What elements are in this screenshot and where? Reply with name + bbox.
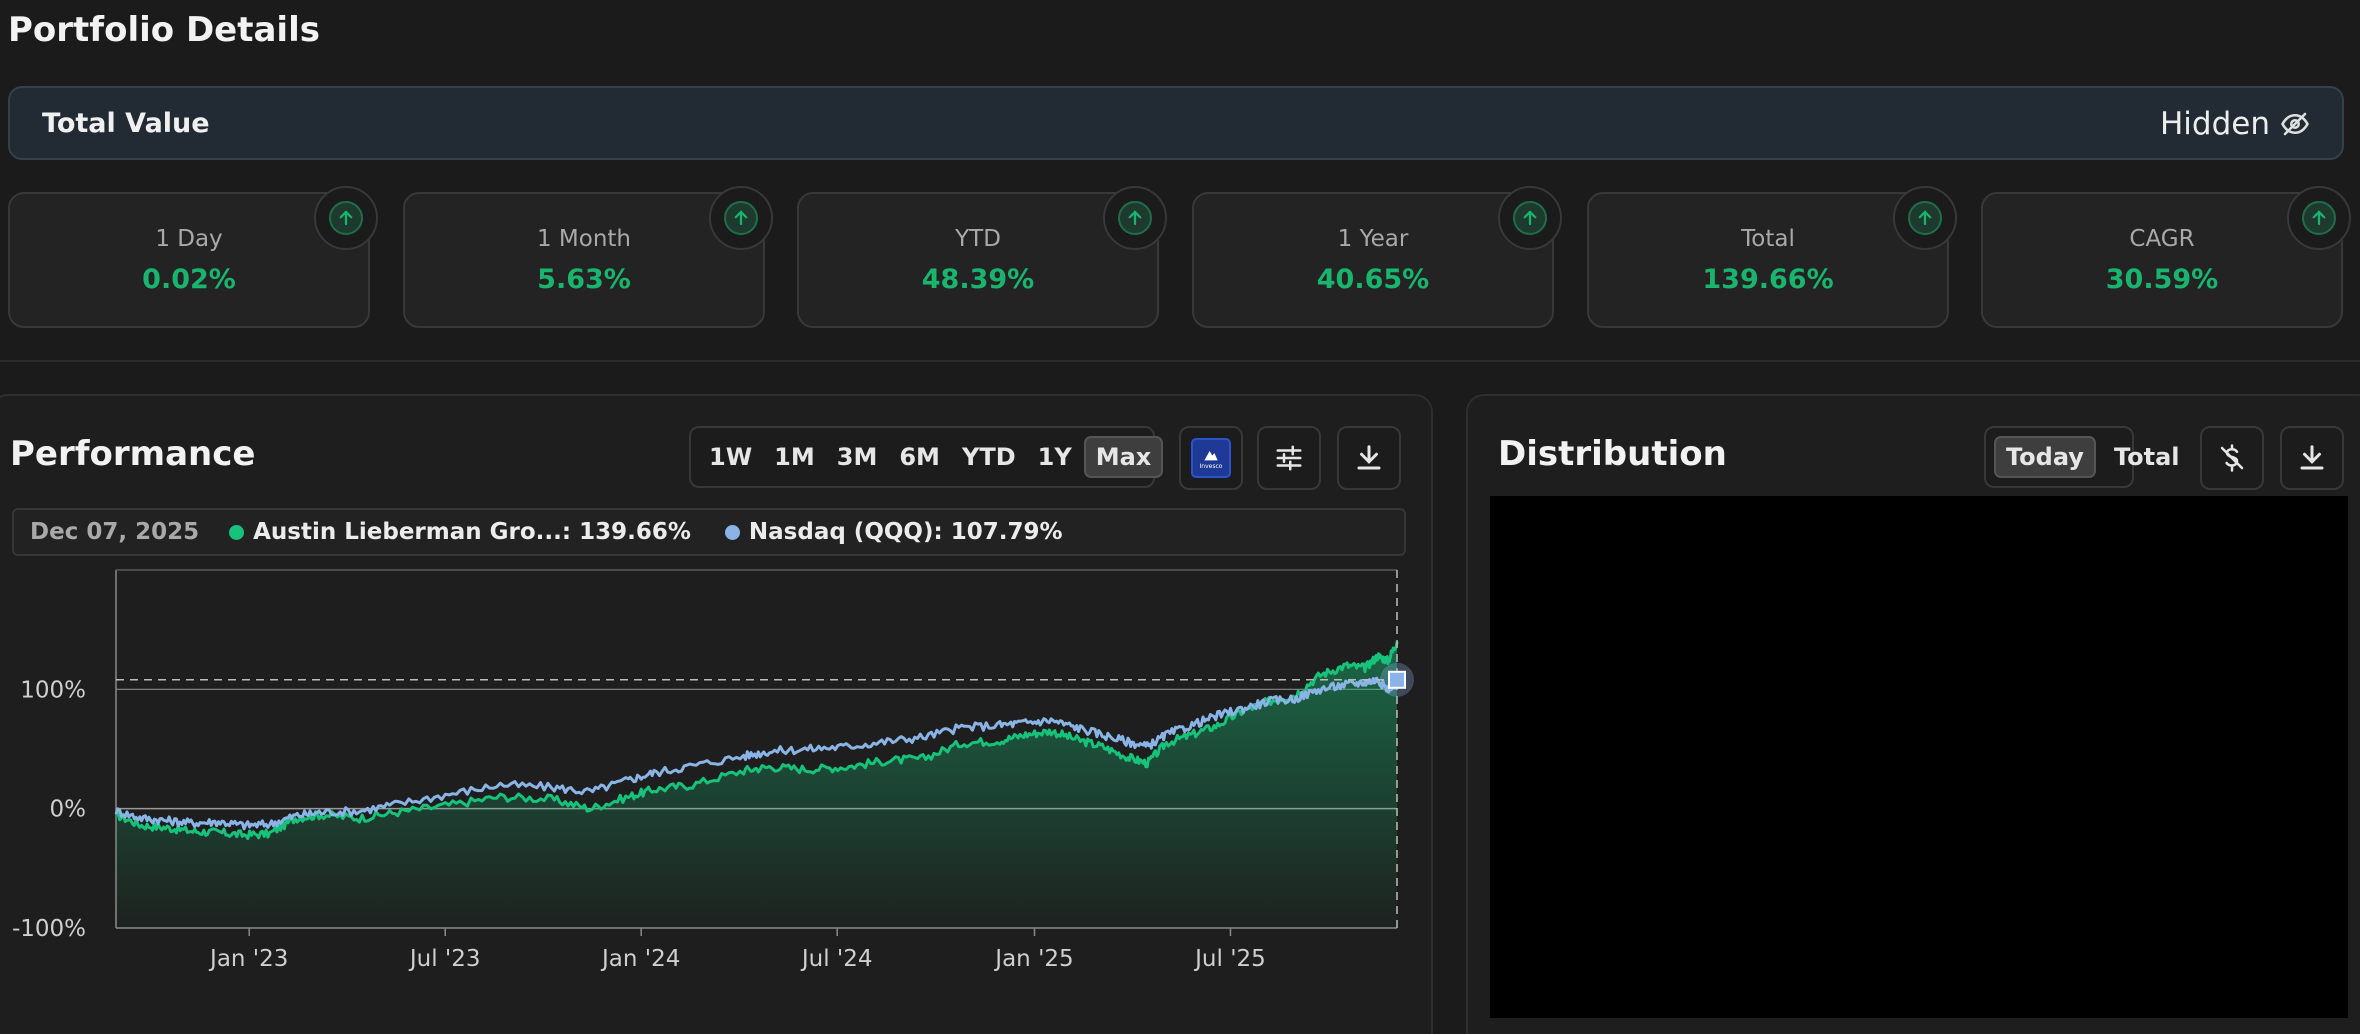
- stat-value: 139.66%: [1702, 264, 1834, 295]
- hover-marker: [1388, 670, 1406, 689]
- range-3m[interactable]: 3M: [836, 443, 878, 471]
- stat-up-badge: [1103, 186, 1167, 250]
- arrow-up-icon: [1523, 210, 1537, 226]
- stat-up-badge: [314, 186, 378, 250]
- legend-label-benchmark: Nasdaq (QQQ): 107.79%: [748, 519, 1063, 545]
- legend-label-portfolio: Austin Lieberman Gro...: 139.66%: [253, 519, 691, 545]
- x-tick-label: Jul '24: [800, 946, 873, 972]
- stat-up-badge: [2287, 186, 2351, 250]
- stat-value: 40.65%: [1316, 264, 1430, 295]
- total-value-display[interactable]: Hidden: [2160, 106, 2310, 142]
- total-value-label: Total Value: [42, 108, 210, 139]
- y-tick-label: 100%: [20, 677, 86, 703]
- total-value-text: Hidden: [2160, 106, 2270, 142]
- benchmark-series-line: [114, 676, 1399, 831]
- y-tick-label: 0%: [50, 797, 87, 823]
- chart-legend: Dec 07, 2025 Austin Lieberman Gro...: 13…: [12, 508, 1406, 556]
- stat-up-badge: [1893, 186, 1957, 250]
- portfolio-area-fill: [116, 641, 1397, 928]
- x-tick-label: Jan '25: [993, 946, 1073, 972]
- arrow-up-icon: [734, 210, 748, 226]
- stat-label: 1 Year: [1337, 226, 1409, 252]
- distribution-toggle: Today Total: [1984, 426, 2180, 488]
- download-button[interactable]: [1337, 426, 1401, 490]
- stat-card-cagr: CAGR 30.59%: [1981, 186, 2351, 328]
- stat-up-badge: [709, 186, 773, 250]
- range-selector: 1W 1M 3M 6M YTD 1Y Max: [689, 426, 1164, 488]
- total-value-bar: Total Value Hidden: [8, 86, 2344, 160]
- range-1w[interactable]: 1W: [709, 443, 753, 471]
- legend-dot-benchmark: [724, 524, 740, 540]
- distribution-chart: [1490, 496, 2348, 1018]
- chart-settings-button[interactable]: [1257, 426, 1321, 490]
- arrow-up-icon: [1918, 210, 1932, 226]
- toggle-today[interactable]: Today: [1994, 436, 2096, 478]
- dollar-off-icon: [2220, 444, 2244, 472]
- stat-label: CAGR: [2129, 226, 2195, 252]
- range-ytd[interactable]: YTD: [961, 443, 1016, 471]
- eye-off-icon[interactable]: [2280, 109, 2310, 139]
- range-1m[interactable]: 1M: [774, 443, 815, 471]
- sliders-icon: [1276, 445, 1302, 471]
- stat-label: 1 Month: [536, 226, 632, 252]
- distribution-title: Distribution: [1498, 434, 1727, 474]
- benchmark-logo-text: Invesco: [1199, 462, 1223, 470]
- toggle-total[interactable]: Total: [2113, 443, 2180, 471]
- download-icon: [2300, 445, 2324, 470]
- stat-value: 5.63%: [537, 264, 631, 295]
- stat-value: 0.02%: [142, 264, 236, 295]
- range-6m[interactable]: 6M: [899, 443, 940, 471]
- distribution-panel: Distribution Today Total: [1466, 394, 2360, 1034]
- stat-value: 48.39%: [921, 264, 1035, 295]
- stat-value: 30.59%: [2105, 264, 2219, 295]
- x-tick-label: Jul '25: [1193, 946, 1266, 972]
- invesco-logo-icon: Invesco: [1191, 438, 1231, 478]
- download-icon: [1357, 445, 1381, 470]
- stat-card-1-day: 1 Day 0.02%: [8, 186, 378, 328]
- stat-card-total: Total 139.66%: [1587, 186, 1957, 328]
- stat-label: Total: [1741, 226, 1795, 252]
- x-tick-label: Jan '24: [600, 946, 680, 972]
- page-title: Portfolio Details: [8, 10, 320, 50]
- performance-title: Performance: [10, 434, 256, 474]
- legend-dot-portfolio: [229, 524, 245, 540]
- stat-card-1-year: 1 Year 40.65%: [1192, 186, 1562, 328]
- x-tick-label: Jan '23: [208, 946, 288, 972]
- arrow-up-icon: [2312, 210, 2326, 226]
- legend-item-benchmark: Nasdaq (QQQ): 107.79%: [724, 519, 1063, 545]
- range-max[interactable]: Max: [1083, 436, 1164, 478]
- mountain-icon: [1204, 450, 1218, 460]
- legend-date: Dec 07, 2025: [30, 519, 200, 545]
- stat-up-badge: [1498, 186, 1562, 250]
- performance-chart[interactable]: 100% 0% -100% Jan '23 Jul '23 Jan '24 Jul '24 J…: [0, 556, 1432, 1034]
- hide-dollar-button[interactable]: [2200, 426, 2264, 490]
- legend-item-portfolio: Austin Lieberman Gro...: 139.66%: [229, 519, 691, 545]
- arrow-up-icon: [1128, 210, 1142, 226]
- stat-card-1-month: 1 Month 5.63%: [403, 186, 773, 328]
- range-1y[interactable]: 1Y: [1037, 443, 1072, 471]
- stats-row: 1 Day 0.02% 1 Month 5.63% YTD 48.39% 1 Y…: [8, 186, 2360, 330]
- y-tick-label: -100%: [12, 916, 86, 942]
- distribution-download-button[interactable]: [2280, 426, 2344, 490]
- benchmark-button[interactable]: Invesco: [1179, 426, 1243, 490]
- stat-label: 1 Day: [155, 226, 223, 252]
- stat-label: YTD: [955, 226, 1001, 252]
- arrow-up-icon: [339, 210, 353, 226]
- performance-panel: Performance 1W 1M 3M 6M YTD 1Y Max Inves…: [0, 394, 1433, 1034]
- x-tick-label: Jul '23: [408, 946, 481, 972]
- section-divider: [0, 360, 2360, 362]
- stat-card-ytd: YTD 48.39%: [797, 186, 1167, 328]
